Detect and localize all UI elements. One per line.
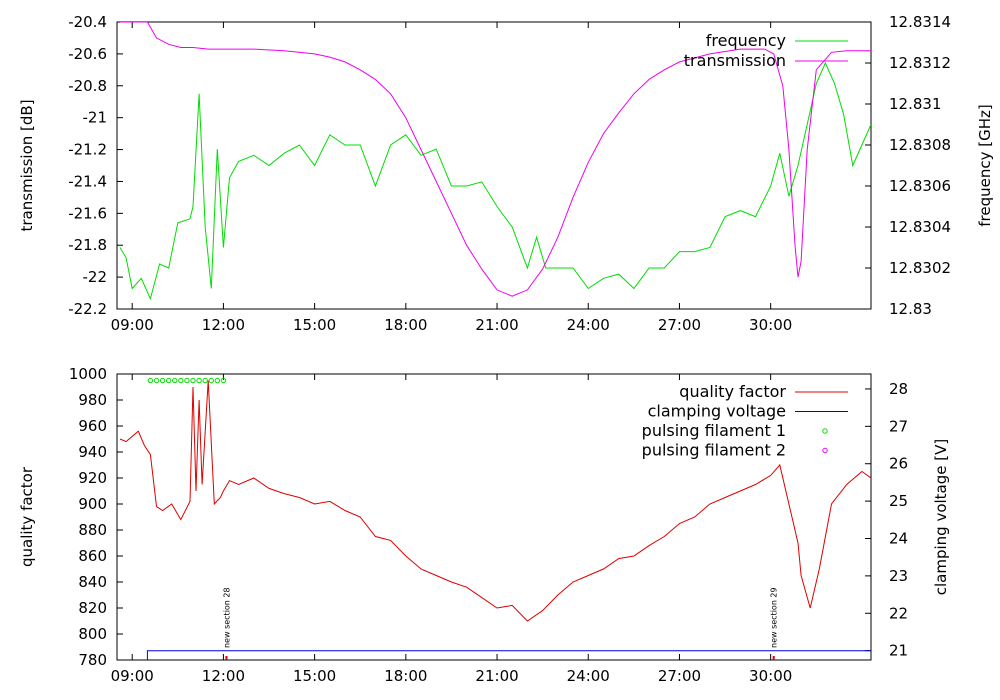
x-tick-label: 27:00 xyxy=(658,316,701,334)
annotation-label: new section 28 xyxy=(222,587,231,648)
series-line xyxy=(146,650,871,660)
series-point xyxy=(196,377,202,384)
series-point xyxy=(172,377,178,384)
legend-label: transmission xyxy=(684,51,786,70)
legend-label: clamping voltage xyxy=(648,402,786,421)
y-tick-label: 860 xyxy=(78,547,107,565)
y2-tick-label: 12.8312 xyxy=(889,54,951,72)
series-point xyxy=(184,377,190,384)
y2-tick-label: 22 xyxy=(889,604,908,622)
plot-frame xyxy=(116,373,872,661)
series-point xyxy=(190,377,196,384)
y2-tick-label: 24 xyxy=(889,529,908,547)
x-tick-label: 21:00 xyxy=(475,316,518,334)
y2-tick-label: 27 xyxy=(889,417,908,435)
y2-axis-label: frequency [GHz] xyxy=(976,104,994,226)
x-tick-label: 09:00 xyxy=(111,316,154,334)
series-point xyxy=(153,377,160,384)
x-tick-label: 12:00 xyxy=(202,316,245,334)
bottom-panel: 09:00 12:00 15:00 18:00 21:00 24:00 27:00 30:00… xyxy=(18,365,950,685)
y-tick-label: -20.8 xyxy=(68,77,107,95)
top-panel: 09:00 12:00 15:00 18:00 21:00 24:00 27:00 30:00… xyxy=(18,13,994,334)
y2-tick-label: 12.8308 xyxy=(889,136,951,154)
series-point xyxy=(220,377,227,384)
y-axis-label: transmission [dB] xyxy=(18,99,36,231)
series-point xyxy=(165,377,172,384)
x-tick-label: 12:00 xyxy=(202,667,245,685)
y-tick-label: 940 xyxy=(78,443,107,461)
y-tick-label: -22.2 xyxy=(68,300,107,318)
y2-tick-label: 26 xyxy=(889,455,908,473)
x-tick-label: 15:00 xyxy=(293,667,336,685)
series-point xyxy=(202,377,208,384)
y2-tick-label: 23 xyxy=(889,567,908,585)
y-axis-label: quality factor xyxy=(18,466,36,567)
y2-axis-label: clamping voltage [V] xyxy=(932,439,950,595)
x-tick-label: 21:00 xyxy=(475,667,518,685)
series-line xyxy=(119,61,871,301)
y-tick-label: 780 xyxy=(78,651,107,669)
y-tick-label: 1000 xyxy=(69,365,107,383)
series-point xyxy=(159,377,166,384)
legend-label: frequency xyxy=(706,31,786,50)
x-tick-label: 27:00 xyxy=(658,667,701,685)
legend-label: pulsing filament 1 xyxy=(642,421,786,440)
legend-label: quality factor xyxy=(679,382,786,401)
y-tick-label: -21.4 xyxy=(68,172,107,190)
y2-tick-label: 25 xyxy=(889,492,908,510)
y-tick-label: 800 xyxy=(78,625,107,643)
y-tick-label: -21.8 xyxy=(68,236,107,254)
annotation-label: new section 29 xyxy=(770,587,779,648)
y-tick-label: 960 xyxy=(78,417,107,435)
y2-tick-label: 12.8304 xyxy=(889,218,951,236)
y-tick-label: -22 xyxy=(83,268,108,286)
x-tick-label: 18:00 xyxy=(384,667,427,685)
y-tick-label: -21.2 xyxy=(68,141,107,159)
x-tick-label: 24:00 xyxy=(567,667,610,685)
x-tick-label: 24:00 xyxy=(567,316,610,334)
y-tick-label: -20.6 xyxy=(68,45,107,63)
y-tick-label: 900 xyxy=(78,495,107,513)
legend-marker xyxy=(822,428,828,434)
y2-tick-label: 12.8306 xyxy=(889,177,951,195)
y-tick-label: 920 xyxy=(78,469,107,487)
y-tick-label: 840 xyxy=(78,573,107,591)
series-line xyxy=(120,22,871,297)
legend-marker xyxy=(822,447,828,454)
series-point xyxy=(214,377,221,384)
plot-frame xyxy=(116,21,872,310)
y-tick-label: -21.6 xyxy=(68,204,107,222)
series-point xyxy=(178,377,184,384)
y2-tick-label: 21 xyxy=(889,642,908,660)
y-tick-label: -20.4 xyxy=(68,13,107,31)
series-line xyxy=(119,380,871,622)
x-tick-label: 30:00 xyxy=(749,316,792,334)
series-point xyxy=(208,377,214,384)
y2-tick-label: 28 xyxy=(889,380,908,398)
y-tick-label: 980 xyxy=(78,391,107,409)
y2-tick-label: 12.831 xyxy=(889,95,942,113)
x-tick-label: 18:00 xyxy=(384,316,427,334)
y-tick-label: 880 xyxy=(78,521,107,539)
x-tick-label: 30:00 xyxy=(749,667,792,685)
legend-label: pulsing filament 2 xyxy=(642,441,786,460)
series-point xyxy=(147,377,154,384)
x-tick-label: 09:00 xyxy=(111,667,154,685)
x-tick-label: 15:00 xyxy=(293,316,336,334)
y2-tick-label: 12.83 xyxy=(889,300,932,318)
y2-tick-label: 12.8314 xyxy=(889,13,951,31)
y-tick-label: 820 xyxy=(78,599,107,617)
y2-tick-label: 12.8302 xyxy=(889,259,951,277)
y-tick-label: -21 xyxy=(83,109,108,127)
